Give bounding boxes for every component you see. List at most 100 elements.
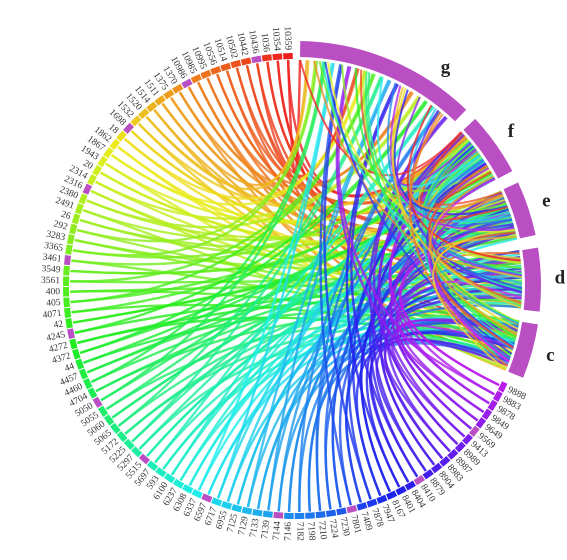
group-chord bbox=[298, 59, 463, 177]
node-arc bbox=[63, 297, 70, 308]
node-arc bbox=[146, 460, 159, 472]
node-arc bbox=[98, 405, 109, 417]
node-arc bbox=[65, 244, 73, 255]
node-label: 7801 bbox=[348, 514, 362, 535]
node-label: 7198 bbox=[305, 521, 316, 541]
chord bbox=[117, 76, 383, 427]
node-arc bbox=[69, 223, 78, 235]
group-label: g bbox=[441, 57, 451, 78]
group-arc bbox=[522, 247, 541, 312]
group-label: e bbox=[542, 191, 550, 212]
node-arc bbox=[87, 174, 97, 186]
group-chord bbox=[386, 82, 522, 277]
chord bbox=[100, 61, 327, 402]
group-chord bbox=[409, 113, 503, 210]
node-arc bbox=[97, 155, 108, 168]
chord bbox=[79, 101, 428, 355]
chord bbox=[197, 62, 334, 491]
node-label: 3283 bbox=[45, 230, 66, 244]
node-arc bbox=[110, 422, 121, 435]
chord bbox=[398, 323, 515, 396]
node-label: 1036 bbox=[259, 32, 271, 52]
chord bbox=[76, 60, 317, 243]
node-arc bbox=[116, 431, 128, 443]
node-arc bbox=[454, 441, 466, 453]
node-arc bbox=[211, 497, 223, 507]
node-arc bbox=[220, 62, 232, 72]
chord bbox=[319, 64, 352, 506]
node-arc bbox=[346, 505, 358, 514]
node-label: 26 bbox=[60, 210, 72, 222]
node-arc bbox=[241, 506, 253, 515]
node-arc bbox=[83, 378, 93, 390]
group-arc bbox=[299, 41, 467, 122]
chord bbox=[70, 73, 376, 304]
node-label: 3561 bbox=[41, 276, 60, 286]
node-arc bbox=[172, 83, 184, 94]
node-arc bbox=[154, 95, 166, 106]
node-arc bbox=[221, 500, 233, 510]
node-label: 44 bbox=[63, 362, 76, 375]
node-arc bbox=[492, 390, 503, 402]
chords bbox=[70, 59, 523, 512]
node-arc bbox=[92, 164, 103, 177]
node-arc bbox=[182, 484, 194, 494]
node-arc bbox=[497, 381, 508, 393]
chord bbox=[70, 73, 375, 283]
node-arc bbox=[475, 417, 487, 429]
group-chord bbox=[396, 96, 472, 186]
node-label: 292 bbox=[52, 219, 69, 232]
node-arc bbox=[272, 53, 283, 61]
node-arc bbox=[67, 328, 75, 339]
labels: gfedc10359103541036104361044210502105141… bbox=[41, 26, 566, 541]
chord bbox=[100, 143, 473, 402]
node-arc bbox=[155, 466, 167, 478]
node-arc bbox=[413, 475, 426, 486]
node-arc bbox=[251, 55, 262, 64]
node-label: 405 bbox=[46, 298, 61, 309]
node-arc bbox=[65, 318, 73, 329]
node-label: 20 bbox=[81, 159, 94, 173]
node-arc bbox=[422, 469, 434, 480]
node-arc bbox=[74, 203, 84, 215]
node-label: 3549 bbox=[41, 264, 61, 275]
node-arc bbox=[123, 438, 135, 450]
group-chord bbox=[393, 89, 508, 216]
chord bbox=[138, 157, 484, 450]
group-chord bbox=[437, 270, 523, 325]
node-arc bbox=[72, 348, 81, 360]
chord bbox=[331, 197, 505, 508]
node-arc bbox=[439, 455, 451, 467]
node-label: 7146 bbox=[283, 521, 294, 541]
node-label: 4071 bbox=[42, 309, 62, 321]
rings bbox=[63, 41, 541, 519]
group-chord bbox=[426, 171, 509, 222]
node-arc bbox=[447, 448, 459, 460]
node-arc bbox=[366, 498, 378, 508]
node-arc bbox=[395, 485, 407, 496]
node-arc bbox=[64, 307, 72, 318]
group-chord bbox=[391, 86, 522, 309]
node-label: 4272 bbox=[48, 341, 69, 356]
chord bbox=[298, 110, 440, 512]
node-label: 10359 bbox=[282, 26, 293, 50]
group-arc bbox=[463, 118, 513, 179]
node-arc bbox=[252, 508, 263, 517]
node-arc bbox=[172, 478, 185, 489]
node-arc bbox=[315, 511, 326, 519]
node-arc bbox=[109, 138, 121, 150]
chord bbox=[170, 106, 435, 476]
group-chord bbox=[362, 70, 521, 265]
node-arc bbox=[462, 433, 473, 445]
group-chord bbox=[430, 192, 511, 359]
node-label: 7230 bbox=[338, 516, 352, 537]
group-chord bbox=[324, 61, 513, 355]
node-label: 7182 bbox=[294, 522, 304, 541]
node-arc bbox=[190, 73, 202, 84]
node-arc bbox=[75, 358, 85, 370]
chord bbox=[399, 216, 512, 387]
group-chord bbox=[410, 109, 523, 294]
node-arc bbox=[240, 57, 252, 66]
group-arc bbox=[503, 182, 536, 239]
